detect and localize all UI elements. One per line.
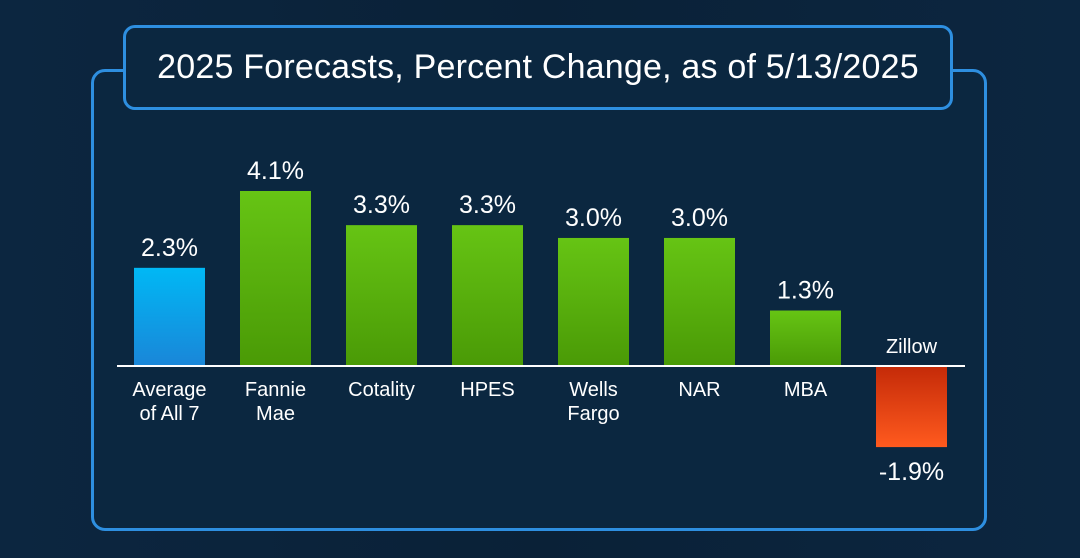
value-label: 3.3% [353,191,410,219]
category-label: Wells Fargo [567,379,619,425]
category-label: Average of All 7 [132,379,206,425]
category-label: NAR [678,379,720,401]
value-label: -1.9% [879,458,944,486]
bar [240,191,311,366]
bar [346,225,417,366]
title-box: 2025 Forecasts, Percent Change, as of 5/… [123,25,953,110]
category-label: Cotality [348,379,415,401]
bar [452,225,523,366]
value-label: 1.3% [777,277,834,305]
category-label: Fannie Mae [245,379,306,425]
value-label: 3.0% [671,204,728,232]
bar [558,237,629,366]
value-label: 3.0% [565,204,622,232]
bar [876,366,947,448]
category-label: Zillow [886,336,938,358]
category-label: HPES [460,379,514,401]
chart-title: 2025 Forecasts, Percent Change, as of 5/… [157,48,919,86]
bar [664,237,735,366]
value-label: 3.3% [459,191,516,219]
value-label: 4.1% [247,157,304,185]
bar [770,310,841,366]
value-label: 2.3% [141,234,198,262]
category-label: MBA [784,379,828,401]
bar [134,267,205,366]
